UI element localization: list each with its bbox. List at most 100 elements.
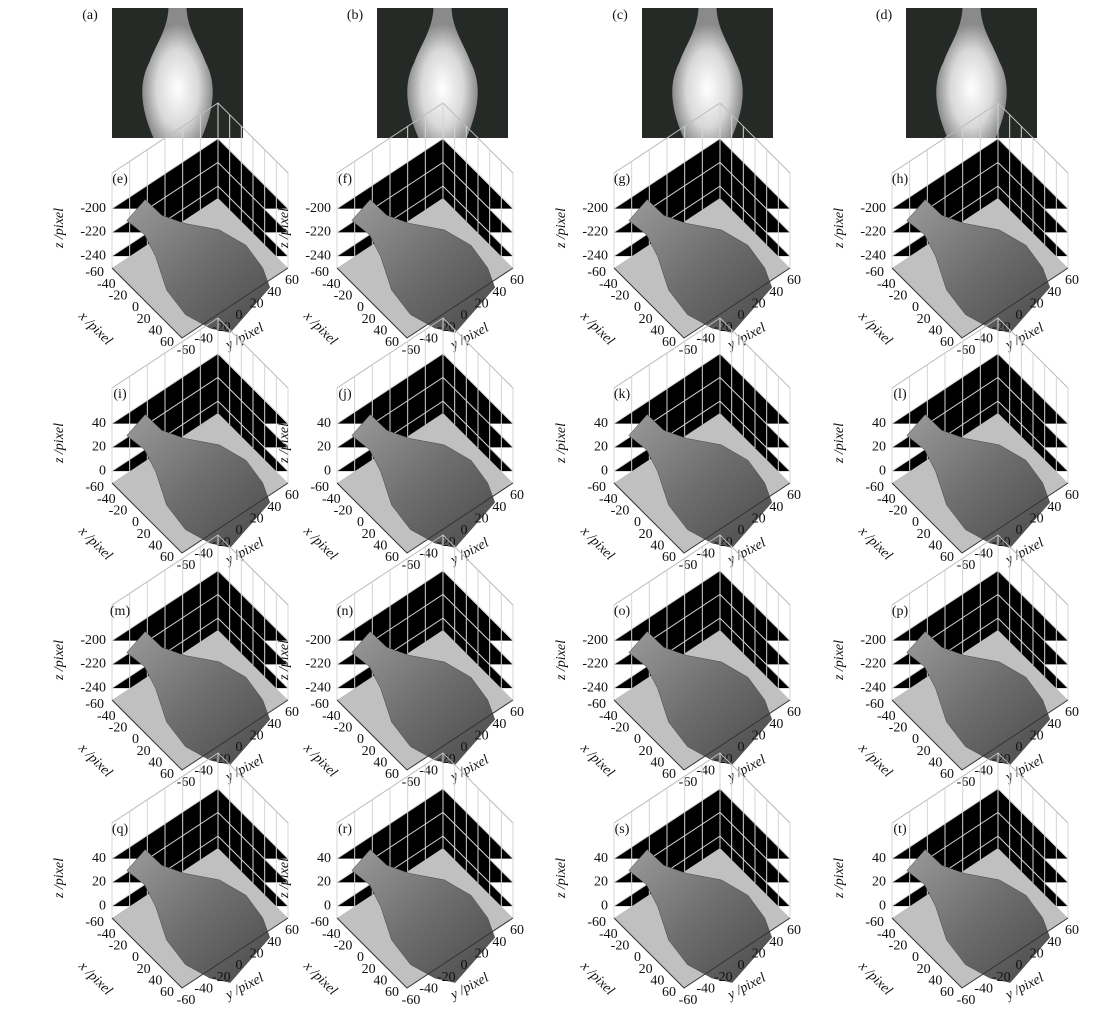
y-tick-label: 60 xyxy=(787,705,801,720)
z-tick-label: -200 xyxy=(305,201,331,216)
y-tick-label: 20 xyxy=(752,512,766,527)
z-tick-label: -220 xyxy=(860,657,886,672)
z-tick-label: -220 xyxy=(305,225,331,240)
plot-panel: -200-220-240-60-40-200204060-60-40-20020… xyxy=(277,535,524,790)
z-axis-label: z /pixel xyxy=(554,640,569,681)
y-tick-label: 60 xyxy=(510,488,524,503)
y-tick-label: -20 xyxy=(714,752,733,767)
y-tick-label: 60 xyxy=(1065,705,1079,720)
z-axis-label: z /pixel xyxy=(554,858,569,899)
x-tick-label: -20 xyxy=(611,289,630,304)
x-axis-label: x /pixel xyxy=(75,958,115,998)
panel-label: (p) xyxy=(892,604,909,619)
z-tick-label: 0 xyxy=(324,898,331,913)
x-tick-label: -20 xyxy=(611,721,630,736)
y-tick-label: -40 xyxy=(194,332,213,347)
z-axis-label: z /pixel xyxy=(832,640,847,681)
y-tick-label: 60 xyxy=(510,705,524,720)
z-tick-label: 0 xyxy=(879,898,886,913)
plot-panel: 40200-60-40-200204060-60-40-200204060x /… xyxy=(554,753,801,1008)
y-tick-label: -60 xyxy=(957,775,976,790)
y-tick-label: -60 xyxy=(679,343,698,358)
y-tick-label: 60 xyxy=(285,705,299,720)
y-tick-label: -20 xyxy=(437,752,456,767)
y-tick-label: 40 xyxy=(492,935,506,950)
x-tick-label: 60 xyxy=(160,985,174,1000)
z-axis-label: z /pixel xyxy=(554,208,569,249)
y-tick-label: 40 xyxy=(267,717,281,732)
x-axis-label: x /pixel xyxy=(577,740,617,780)
z-tick-label: 40 xyxy=(317,851,331,866)
y-tick-label: 20 xyxy=(250,729,264,744)
y-tick-label: 20 xyxy=(1030,729,1044,744)
y-tick-label: -60 xyxy=(177,993,196,1008)
x-axis-label: x /pixel xyxy=(855,308,895,348)
image-panel: (a) xyxy=(82,8,243,138)
x-axis-label: x /pixel xyxy=(855,958,895,998)
z-tick-label: 20 xyxy=(872,440,886,455)
y-tick-label: 60 xyxy=(787,273,801,288)
x-axis-label: x /pixel xyxy=(300,523,340,563)
x-axis-label: x /pixel xyxy=(855,523,895,563)
y-tick-label: 0 xyxy=(236,740,243,755)
y-tick-label: 20 xyxy=(1030,297,1044,312)
z-tick-label: 20 xyxy=(92,440,106,455)
x-axis-label: x /pixel xyxy=(577,523,617,563)
y-tick-label: 40 xyxy=(1047,717,1061,732)
plot-panel: 40200-60-40-200204060-60-40-200204060x /… xyxy=(554,318,801,573)
z-tick-label: -200 xyxy=(582,633,608,648)
panel-label: (q) xyxy=(112,822,129,837)
x-tick-label: -20 xyxy=(334,939,353,954)
x-axis-label: x /pixel xyxy=(300,958,340,998)
y-tick-label: 20 xyxy=(250,512,264,527)
x-tick-label: 60 xyxy=(662,767,676,782)
z-axis-label: z /pixel xyxy=(277,208,292,249)
y-tick-label: 40 xyxy=(769,285,783,300)
y-tick-label: -60 xyxy=(679,993,698,1008)
z-tick-label: -240 xyxy=(582,248,608,263)
panel-label: (o) xyxy=(614,604,631,619)
z-tick-label: -240 xyxy=(582,680,608,695)
plot-panel: -200-220-240-60-40-200204060-60-40-20020… xyxy=(52,103,299,358)
y-tick-label: -60 xyxy=(402,775,421,790)
y-tick-label: -40 xyxy=(696,764,715,779)
y-tick-label: 0 xyxy=(236,523,243,538)
plot-panel: 40200-60-40-200204060-60-40-200204060x /… xyxy=(277,753,524,1008)
z-axis-label: z /pixel xyxy=(832,858,847,899)
y-tick-label: -40 xyxy=(419,764,438,779)
y-tick-label: 60 xyxy=(510,273,524,288)
y-tick-label: 40 xyxy=(492,717,506,732)
panel-label: (h) xyxy=(892,172,909,187)
y-tick-label: 20 xyxy=(475,297,489,312)
panel-label: (j) xyxy=(338,387,352,402)
y-tick-label: -20 xyxy=(212,970,231,985)
y-tick-label: 40 xyxy=(267,500,281,515)
x-tick-label: 60 xyxy=(940,767,954,782)
panel-label: (c) xyxy=(612,8,628,23)
z-tick-label: -200 xyxy=(582,201,608,216)
x-tick-label: 60 xyxy=(385,767,399,782)
z-tick-label: 40 xyxy=(872,851,886,866)
x-tick-label: 60 xyxy=(662,550,676,565)
x-tick-label: 60 xyxy=(385,550,399,565)
x-tick-label: -20 xyxy=(109,939,128,954)
y-tick-label: 0 xyxy=(1016,523,1023,538)
y-tick-label: 0 xyxy=(236,958,243,973)
x-axis-label: x /pixel xyxy=(75,523,115,563)
y-tick-label: 20 xyxy=(752,947,766,962)
y-tick-label: 40 xyxy=(267,935,281,950)
z-tick-label: -240 xyxy=(80,248,106,263)
y-tick-label: 20 xyxy=(475,729,489,744)
z-tick-label: -220 xyxy=(860,225,886,240)
z-tick-label: 0 xyxy=(99,898,106,913)
y-tick-label: 0 xyxy=(1016,308,1023,323)
z-tick-label: 40 xyxy=(92,851,106,866)
x-tick-label: -20 xyxy=(334,721,353,736)
y-tick-label: 20 xyxy=(475,947,489,962)
y-tick-label: 0 xyxy=(738,523,745,538)
y-tick-label: 60 xyxy=(1065,488,1079,503)
z-tick-label: -200 xyxy=(305,633,331,648)
x-tick-label: -20 xyxy=(109,504,128,519)
z-tick-label: 20 xyxy=(872,875,886,890)
y-tick-label: -60 xyxy=(957,343,976,358)
